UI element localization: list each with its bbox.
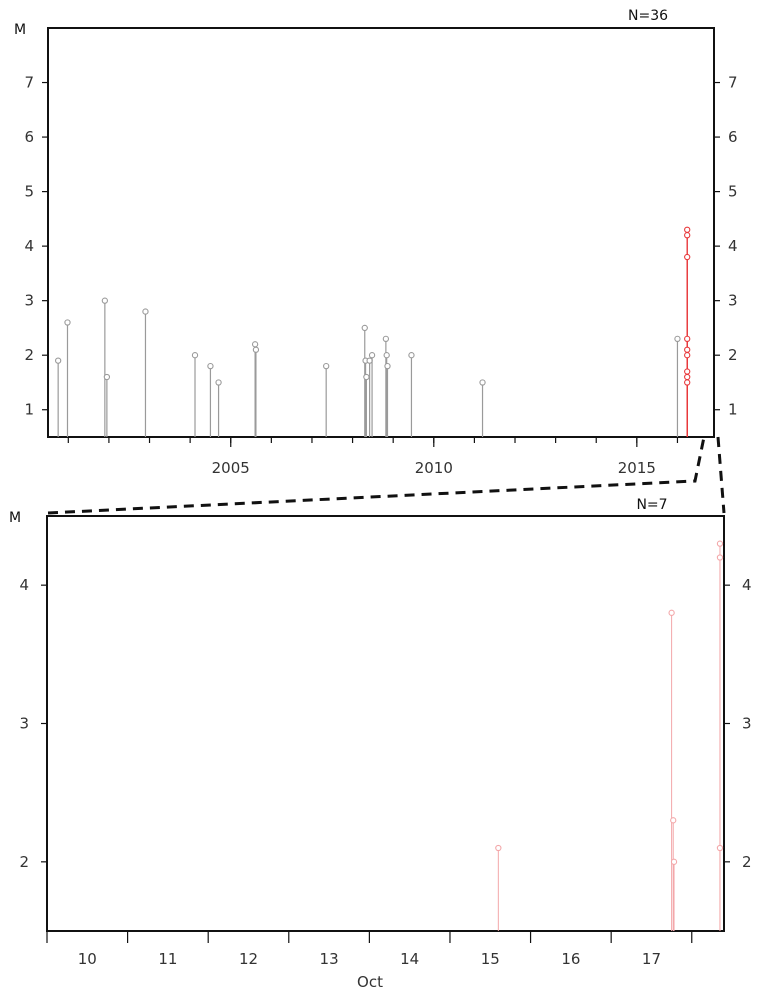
y-tick-label-right: 3 bbox=[742, 715, 752, 733]
event-point bbox=[684, 253, 691, 261]
top-ylabel: M bbox=[14, 22, 26, 38]
x-tick-label: 2005 bbox=[212, 459, 250, 477]
y-tick-label-left: 6 bbox=[24, 128, 34, 146]
event-point bbox=[361, 324, 368, 332]
y-tick-label-left: 2 bbox=[19, 853, 29, 871]
top-marks bbox=[55, 226, 691, 437]
event-point bbox=[684, 346, 691, 353]
event-point bbox=[207, 362, 214, 370]
y-tick-label-left: 7 bbox=[24, 74, 34, 92]
event-point bbox=[191, 352, 199, 359]
top-panel: M N=36 1 1 2 2 3 3 4 4 5 5 6 6 7 7 2005 2010 2015 bbox=[14, 8, 738, 477]
bottom-title: N=7 bbox=[636, 497, 667, 513]
y-tick-label-right: 4 bbox=[742, 576, 752, 594]
event-point bbox=[716, 844, 724, 852]
y-tick-label-right: 1 bbox=[728, 401, 738, 419]
top-plot-frame bbox=[47, 27, 715, 438]
x-tick-label: 11 bbox=[158, 950, 177, 968]
bottom-marks bbox=[495, 540, 724, 931]
event-point bbox=[684, 232, 691, 239]
event-point bbox=[670, 858, 678, 865]
event-point bbox=[408, 352, 415, 359]
bottom-axes: 2 2 3 3 4 4 10 11 12 13 14 15 16 17 bbox=[19, 576, 751, 968]
zoom-connector bbox=[47, 436, 726, 515]
event-point bbox=[103, 373, 111, 381]
event-point bbox=[64, 319, 71, 326]
zoom-connector-left-line bbox=[47, 436, 706, 515]
y-tick-label-left: 4 bbox=[19, 576, 29, 594]
y-tick-label-right: 2 bbox=[728, 346, 738, 364]
event-point bbox=[142, 308, 149, 315]
event-point bbox=[684, 352, 691, 359]
y-tick-label-right: 4 bbox=[728, 237, 738, 255]
y-tick-label-right: 7 bbox=[728, 74, 738, 92]
event-point bbox=[368, 352, 376, 359]
y-tick-label-left: 5 bbox=[24, 183, 34, 201]
event-point bbox=[674, 335, 681, 342]
event-point bbox=[382, 335, 390, 342]
event-point bbox=[716, 554, 724, 561]
bottom-xlabel: Oct bbox=[357, 973, 383, 991]
event-point bbox=[383, 352, 390, 359]
y-tick-label-right: 3 bbox=[728, 292, 738, 310]
bottom-ylabel: M bbox=[9, 510, 21, 526]
event-point bbox=[684, 226, 691, 233]
x-tick-label: 10 bbox=[78, 950, 97, 968]
event-point bbox=[684, 379, 691, 386]
bottom-plot-frame bbox=[46, 515, 725, 932]
y-tick-label-right: 5 bbox=[728, 183, 738, 201]
event-point bbox=[363, 373, 370, 381]
top-title: N=36 bbox=[628, 8, 668, 24]
x-tick-label: 2015 bbox=[618, 459, 656, 477]
x-tick-label: 17 bbox=[642, 950, 661, 968]
x-tick-label: 2010 bbox=[415, 459, 453, 477]
bottom-panel: M N=7 Oct 2 2 3 3 4 4 10 11 12 13 14 15 16 17 bbox=[9, 497, 752, 991]
event-point bbox=[251, 341, 259, 348]
event-point bbox=[479, 379, 486, 386]
event-point bbox=[668, 609, 675, 616]
event-point bbox=[366, 357, 373, 364]
y-tick-label-right: 6 bbox=[728, 128, 738, 146]
y-tick-label-left: 1 bbox=[24, 401, 34, 419]
x-tick-label: 14 bbox=[400, 950, 419, 968]
event-point bbox=[252, 346, 260, 353]
y-tick-label-left: 4 bbox=[24, 237, 34, 255]
x-tick-label: 13 bbox=[320, 950, 339, 968]
event-point bbox=[384, 362, 391, 370]
event-point bbox=[55, 357, 62, 364]
x-tick-label: 16 bbox=[561, 950, 580, 968]
event-point bbox=[684, 368, 691, 375]
y-tick-label-left: 2 bbox=[24, 346, 34, 364]
y-tick-label-left: 3 bbox=[24, 292, 34, 310]
event-point bbox=[684, 373, 691, 381]
y-tick-label-left: 3 bbox=[19, 715, 29, 733]
top-axes: 1 1 2 2 3 3 4 4 5 5 6 6 7 7 2005 2010 2015 bbox=[24, 74, 737, 477]
event-point bbox=[716, 540, 724, 547]
event-point bbox=[670, 817, 677, 824]
event-point bbox=[495, 844, 502, 852]
event-point bbox=[101, 297, 109, 304]
event-point bbox=[684, 335, 691, 342]
y-tick-label-right: 2 bbox=[742, 853, 752, 871]
x-tick-label: 12 bbox=[239, 950, 258, 968]
zoom-connector-right-line bbox=[716, 436, 726, 514]
event-point bbox=[323, 362, 330, 370]
x-tick-label: 15 bbox=[481, 950, 500, 968]
event-point bbox=[215, 379, 222, 386]
